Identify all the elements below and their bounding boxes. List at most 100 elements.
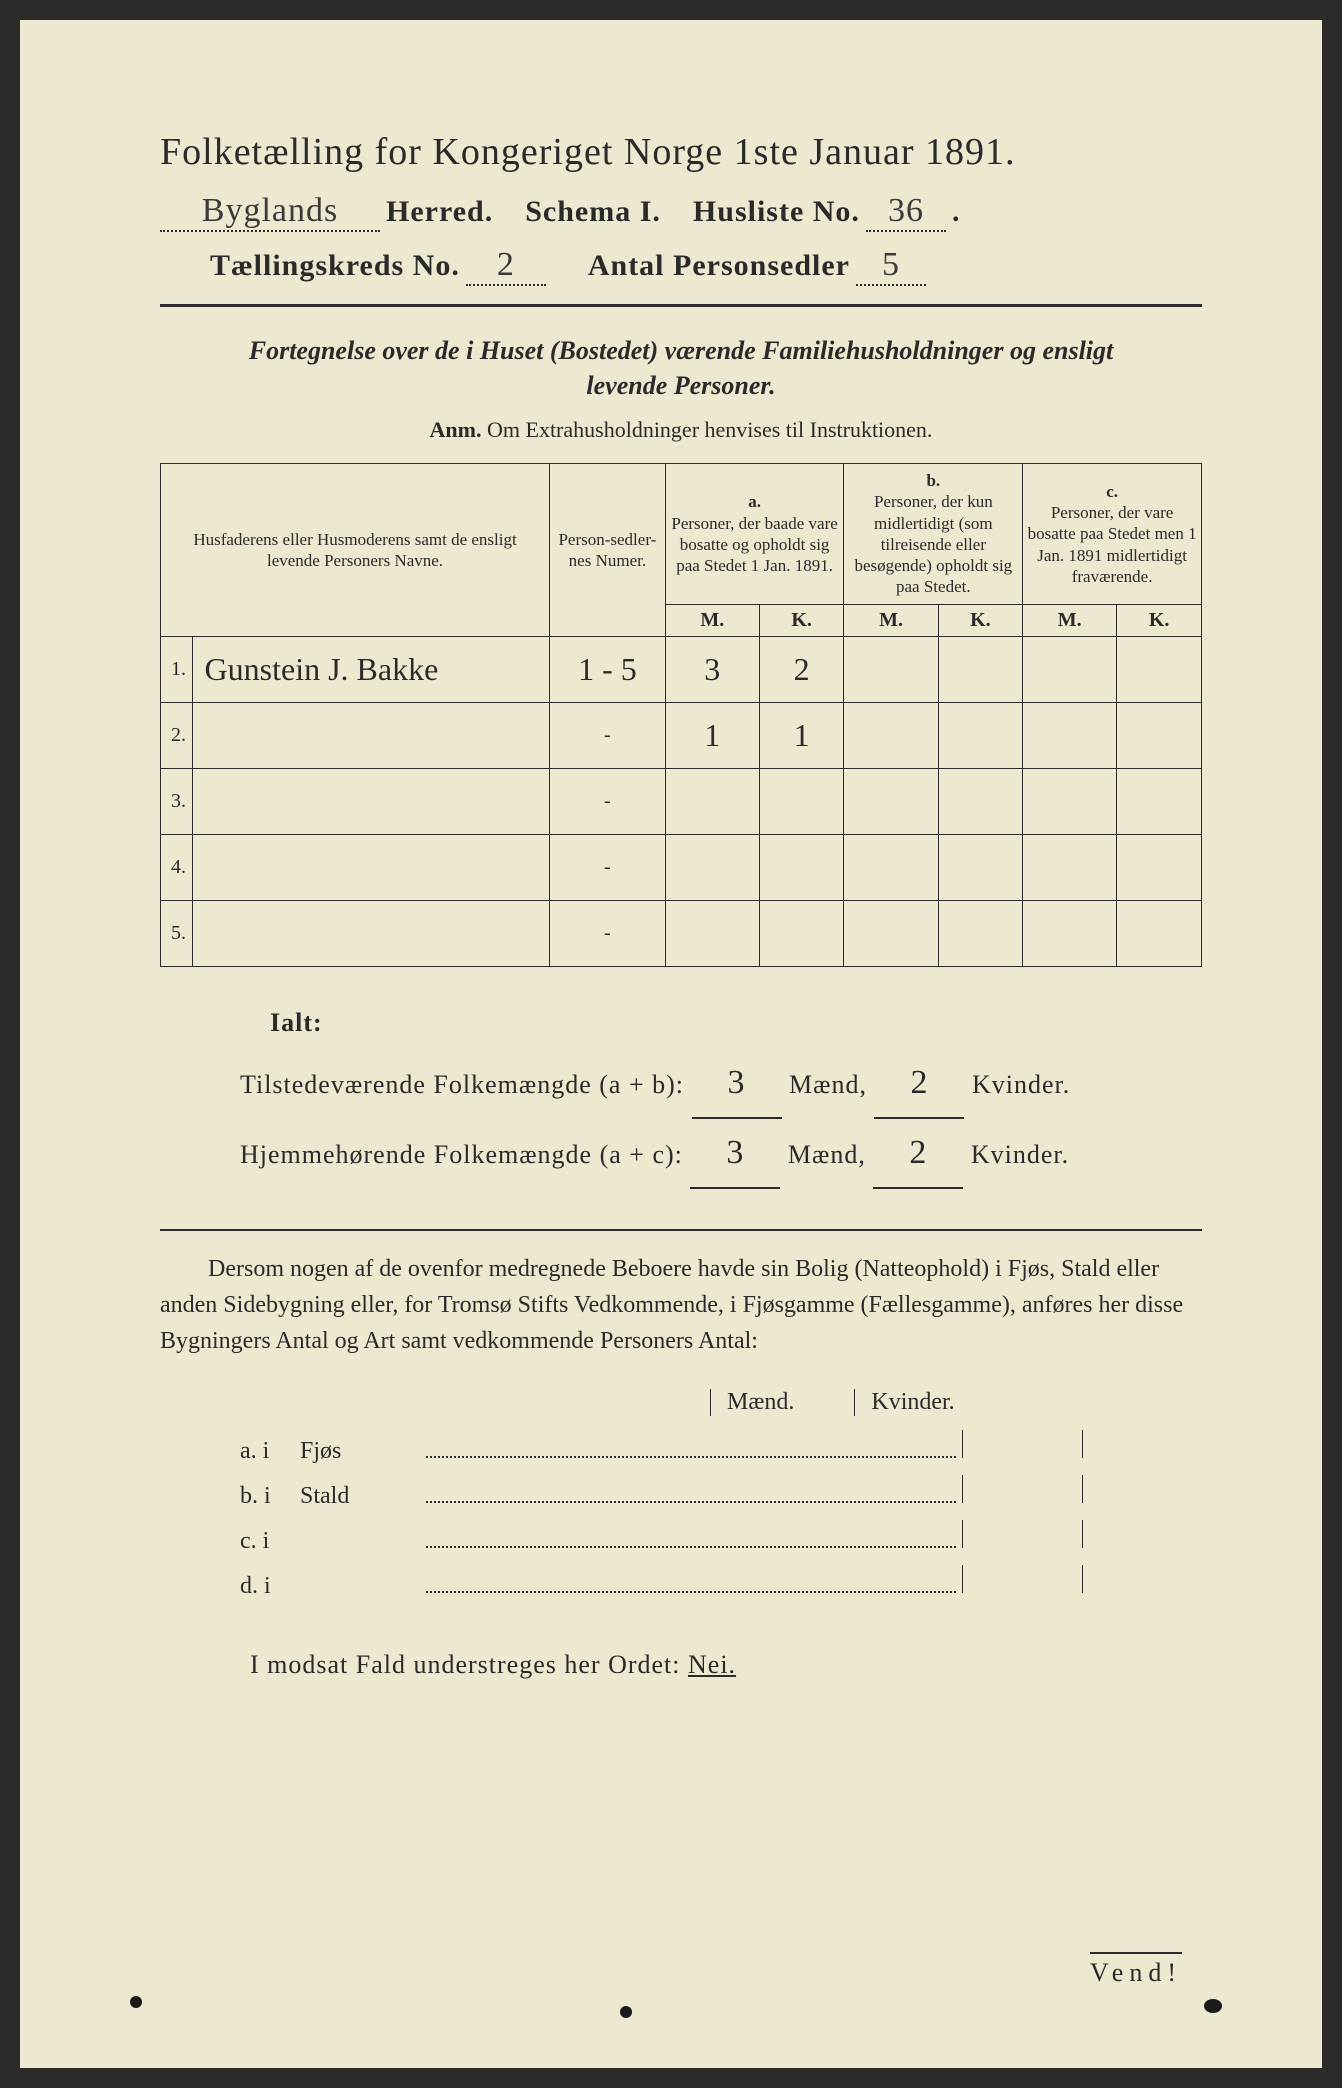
ak-cell [759, 900, 844, 966]
bld-row-label: c. i [240, 1528, 300, 1555]
tilstede-m: 3 [692, 1049, 782, 1119]
ak-cell [759, 834, 844, 900]
dotted-line [426, 1456, 956, 1458]
building-rows: a. iFjøs b. iStald c. i d. i [240, 1430, 1202, 1600]
bm-cell [844, 834, 938, 900]
bld-row-label: a. i [240, 1438, 300, 1465]
census-form-page: Folketælling for Kongeriget Norge 1ste J… [20, 20, 1322, 2068]
divider [160, 304, 1202, 307]
punch-hole-icon [130, 1996, 142, 2008]
nei-word: Nei. [688, 1650, 736, 1679]
herred-value: Byglands [160, 192, 380, 232]
bld-k-col [1082, 1430, 1202, 1458]
bld-row-label: d. i [240, 1573, 300, 1600]
col-bm: M. [844, 604, 938, 636]
maend-label: Mænd, [789, 1070, 867, 1099]
col-a-label: a. [670, 491, 840, 512]
punch-hole-icon [620, 2006, 632, 2018]
building-row: d. i [240, 1565, 1202, 1600]
col-b-text: Personer, der kun midlertidigt (som tilr… [848, 491, 1018, 597]
bk-cell [938, 834, 1023, 900]
num-cell: - [550, 834, 666, 900]
cm-cell [1023, 702, 1117, 768]
name-cell [192, 900, 550, 966]
divider-2 [160, 1229, 1202, 1231]
husliste-label: Husliste No. [693, 195, 860, 229]
kvinder-label: Kvinder. [972, 1070, 1070, 1099]
totals-block: Ialt: Tilstedeværende Folkemængde (a + b… [240, 997, 1202, 1189]
ck-cell [1117, 834, 1202, 900]
dotted-line [426, 1501, 956, 1503]
bm-cell [844, 702, 938, 768]
bld-k-col [1082, 1520, 1202, 1548]
building-mk-header: Mænd. Kvinder. [710, 1389, 1202, 1416]
nei-prefix: I modsat Fald understreges her Ordet: [250, 1650, 681, 1679]
ck-cell [1117, 768, 1202, 834]
col-c-text: Personer, der vare bosatte paa Stedet me… [1027, 502, 1197, 587]
nei-line: I modsat Fald understreges her Ordet: Ne… [250, 1650, 1202, 1680]
subtitle-line2: levende Personer. [586, 371, 775, 400]
punch-hole-icon [1204, 1999, 1222, 2013]
num-cell: 1 - 5 [550, 636, 666, 702]
header-line-1: Byglands Herred. Schema I. Husliste No. … [160, 192, 1202, 232]
col-b-header: b. Personer, der kun midlertidigt (som t… [844, 464, 1023, 605]
vend-label: Vend! [1090, 1952, 1182, 1988]
row-number: 2. [161, 702, 193, 768]
hjemme-k: 2 [873, 1119, 963, 1189]
dotted-line [426, 1546, 956, 1548]
am-cell: 1 [665, 702, 759, 768]
col-bk: K. [938, 604, 1023, 636]
building-paragraph: Dersom nogen af de ovenfor medregnede Be… [160, 1251, 1202, 1359]
bk-cell [938, 768, 1023, 834]
bld-kvinder: Kvinder. [854, 1389, 954, 1416]
bld-m-col [962, 1520, 1082, 1548]
herred-label: Herred. [386, 195, 493, 229]
table-row: 3. - [161, 768, 1202, 834]
num-cell: - [550, 768, 666, 834]
antal-value: 5 [856, 246, 926, 286]
kreds-label: Tællingskreds No. [210, 249, 460, 283]
header-line-2: Tællingskreds No. 2 Antal Personsedler 5 [160, 246, 1202, 286]
tilstede-label: Tilstedeværende Folkemængde (a + b): [240, 1059, 684, 1111]
am-cell: 3 [665, 636, 759, 702]
ck-cell [1117, 636, 1202, 702]
name-cell [192, 834, 550, 900]
col-ck: K. [1117, 604, 1202, 636]
ialt-label: Ialt: [270, 997, 1202, 1049]
num-cell: - [550, 900, 666, 966]
am-cell [665, 900, 759, 966]
tilstede-k: 2 [874, 1049, 964, 1119]
col-b-label: b. [848, 470, 1018, 491]
cm-cell [1023, 768, 1117, 834]
cm-cell [1023, 834, 1117, 900]
subtitle-line1: Fortegnelse over de i Huset (Bostedet) v… [249, 336, 1114, 365]
anm-label: Anm. [430, 417, 482, 442]
am-cell [665, 768, 759, 834]
bm-cell [844, 768, 938, 834]
ak-cell [759, 768, 844, 834]
bm-cell [844, 900, 938, 966]
totals-line-2: Hjemmehørende Folkemængde (a + c): 3 Mæn… [240, 1119, 1202, 1189]
table-row: 2.-11 [161, 702, 1202, 768]
schema-label: Schema I. [525, 195, 661, 229]
subtitle: Fortegnelse over de i Huset (Bostedet) v… [160, 333, 1202, 403]
bld-row-label: b. i [240, 1483, 300, 1510]
table-row: 1.Gunstein J. Bakke1 - 532 [161, 636, 1202, 702]
husliste-value: 36 [866, 192, 946, 232]
bk-cell [938, 900, 1023, 966]
census-table: Husfaderens eller Husmoderens samt de en… [160, 463, 1202, 967]
dotted-line [426, 1591, 956, 1593]
bld-row-type: Fjøs [300, 1438, 420, 1465]
row-number: 5. [161, 900, 193, 966]
table-row: 4.- [161, 834, 1202, 900]
page-title: Folketælling for Kongeriget Norge 1ste J… [160, 130, 1202, 174]
row-number: 1. [161, 636, 193, 702]
anm-text: Om Extrahusholdninger henvises til Instr… [487, 417, 932, 442]
row-number: 3. [161, 768, 193, 834]
building-row: b. iStald [240, 1475, 1202, 1510]
col-a-header: a. Personer, der baade vare bosatte og o… [665, 464, 844, 605]
hjemme-label: Hjemmehørende Folkemængde (a + c): [240, 1129, 683, 1181]
col-c-header: c. Personer, der vare bosatte paa Stedet… [1023, 464, 1202, 605]
totals-line-1: Tilstedeværende Folkemængde (a + b): 3 M… [240, 1049, 1202, 1119]
col-c-label: c. [1027, 481, 1197, 502]
